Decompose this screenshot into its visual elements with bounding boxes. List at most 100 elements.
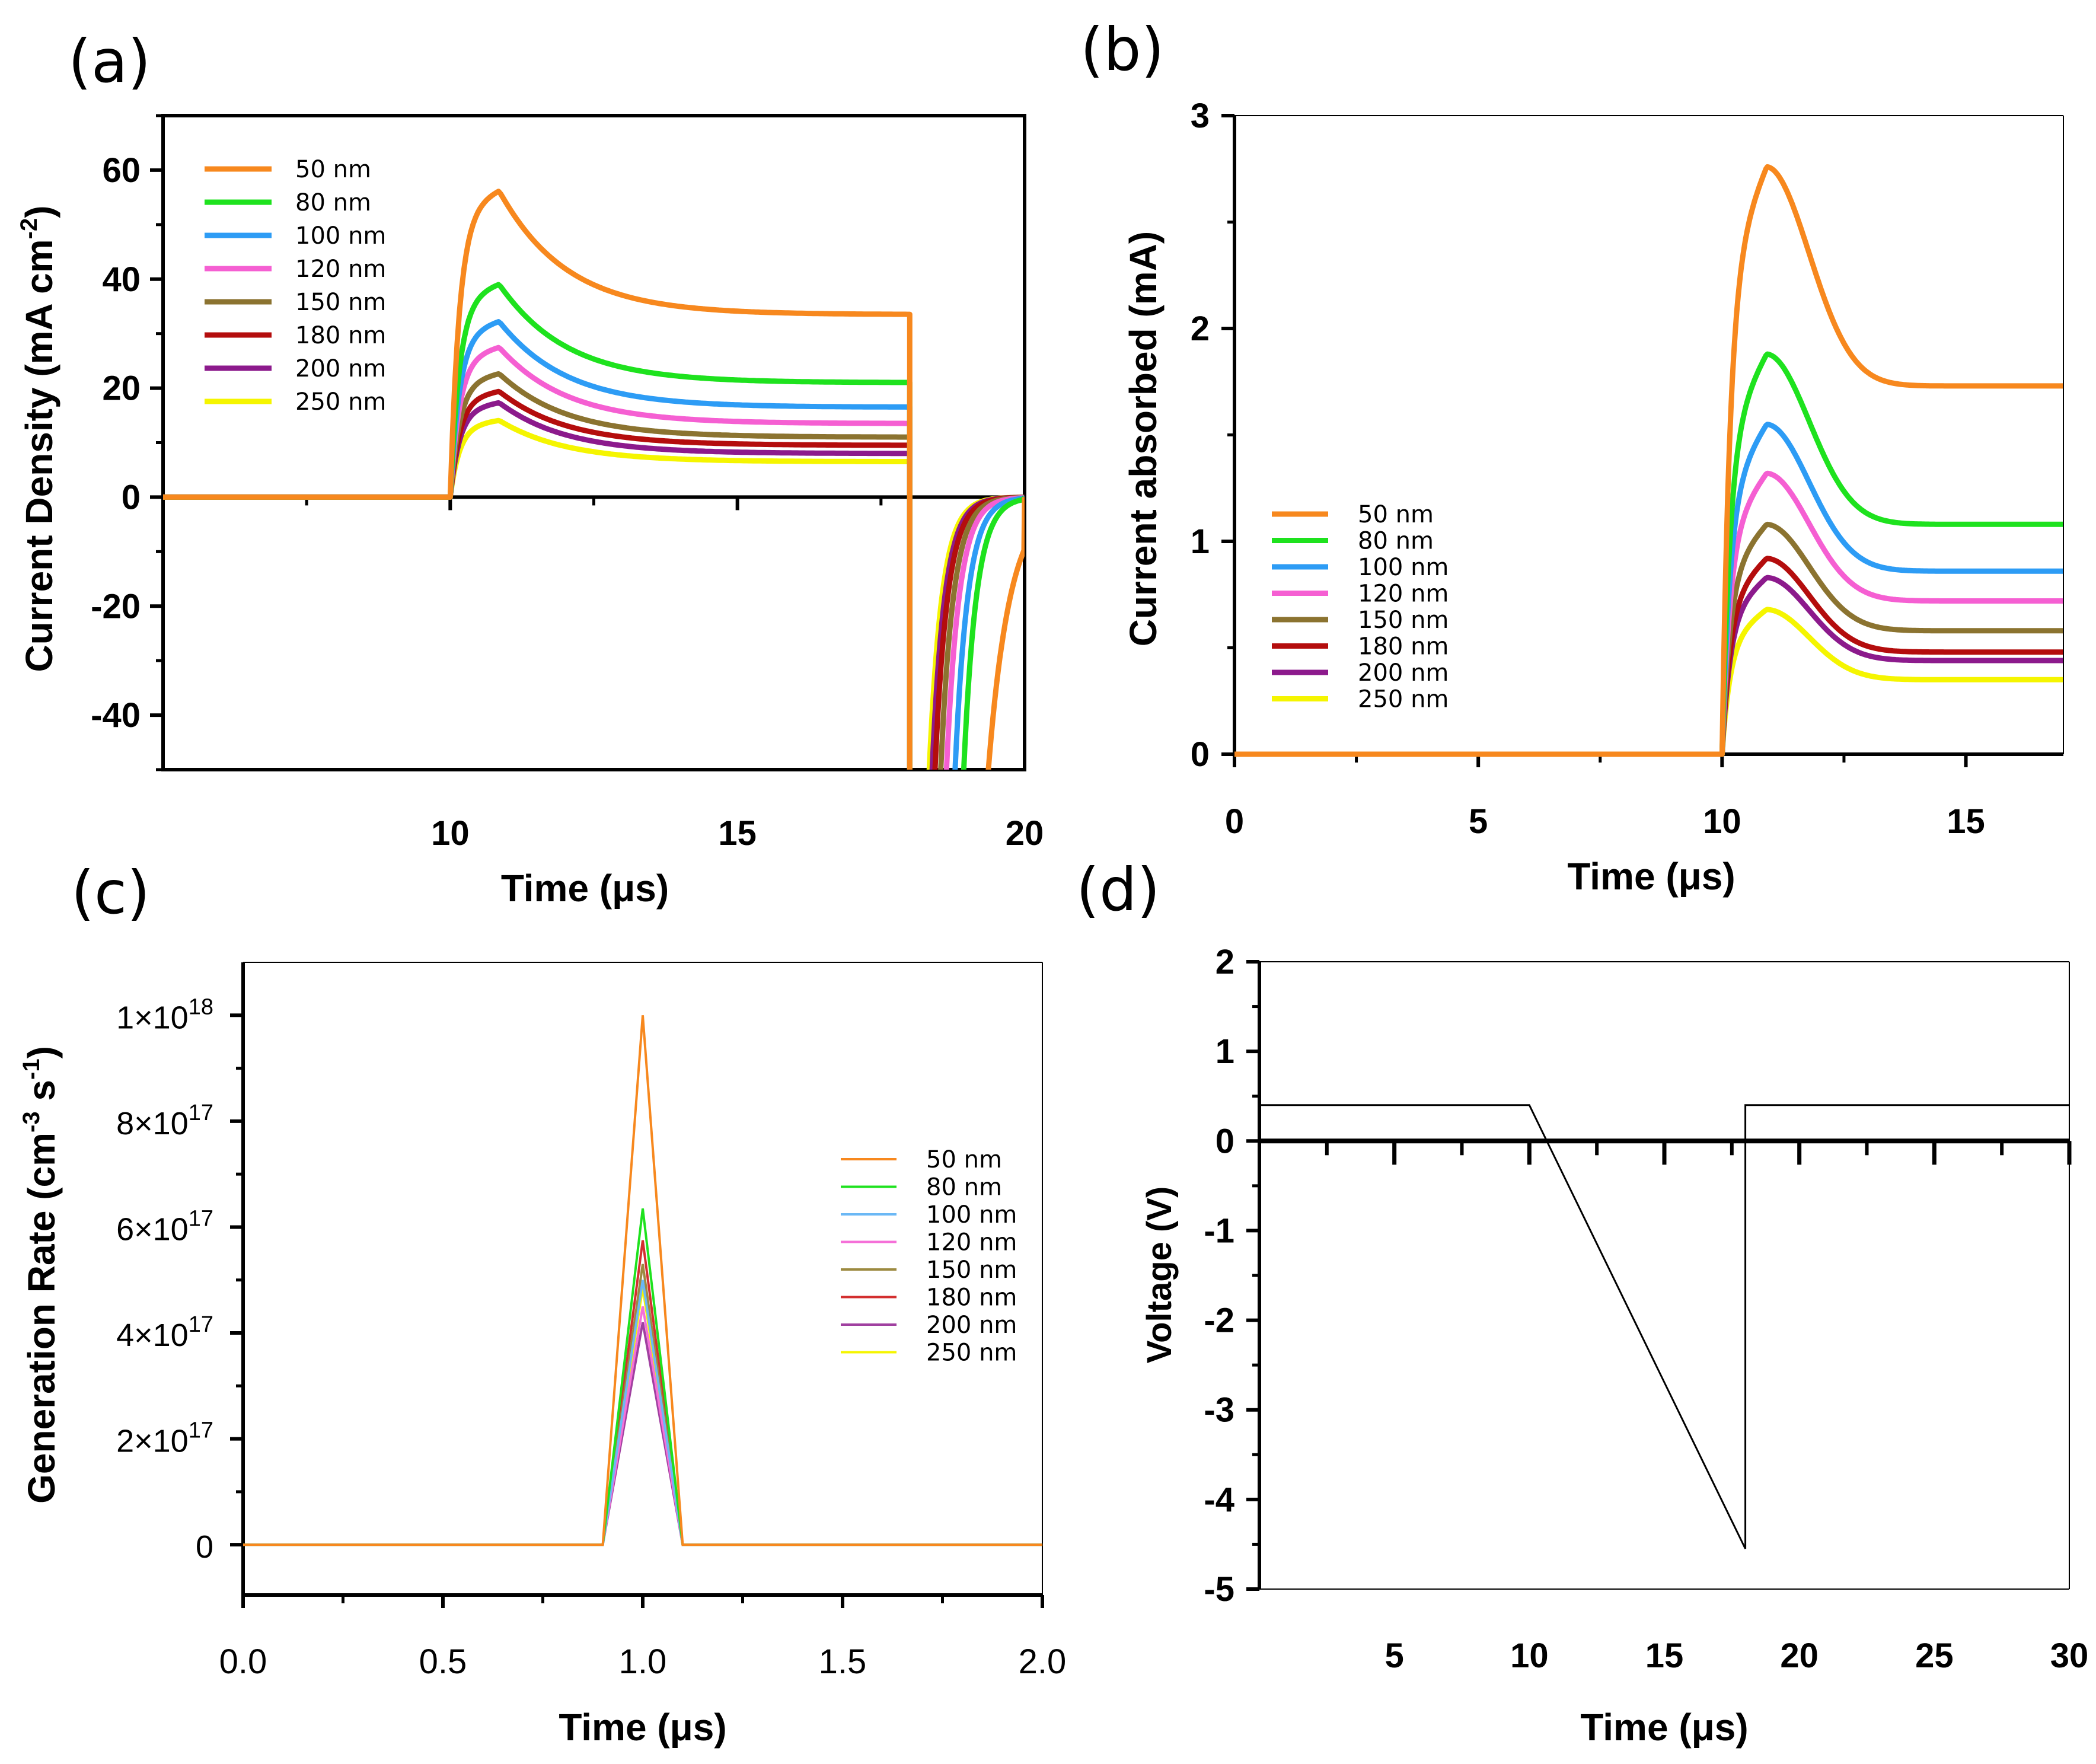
y-tick-label: 4×1017: [116, 1312, 213, 1353]
panel-b-label: (b): [1080, 15, 1165, 84]
series-line-b: [1234, 164, 2065, 757]
series-line-a: [163, 388, 1025, 770]
panel-c: (c) 0 2×1017 4×1017 6×1017 8×1017 1×1018 0.0 0.5…: [18, 858, 1066, 1749]
panel-c-ylabel: Generation Rate (cm-3 s-1): [18, 1046, 63, 1504]
x-tick-label: 20: [1006, 814, 1044, 853]
panel-c-series: [243, 1015, 1042, 1546]
x-tick-label: 5: [1385, 1637, 1404, 1675]
series-line-c: [243, 1322, 1042, 1546]
y-tick-label: -3: [1204, 1391, 1234, 1430]
panel-b-xlabel: Time (μs): [1567, 855, 1735, 898]
panel-c-label: (c): [71, 858, 150, 927]
series-line-b: [1234, 556, 2065, 757]
series-line-c: [243, 1280, 1042, 1546]
y-tick-label: 3: [1191, 97, 1210, 135]
series-line-b: [1234, 470, 2065, 757]
y-tick-label: 6×1017: [116, 1206, 213, 1247]
series-line-b: [1234, 351, 2065, 757]
x-tick-label: 0.5: [419, 1642, 467, 1681]
legend-label-c: 100 nm: [926, 1201, 1017, 1229]
x-tick-label: 0.0: [219, 1642, 267, 1681]
y-tick-label: 60: [102, 151, 141, 190]
legend-label-c: 150 nm: [926, 1256, 1017, 1284]
series-line-a: [163, 282, 1025, 770]
y-tick-label: -2: [1204, 1302, 1234, 1340]
series-line-a: [163, 189, 1025, 770]
x-tick-label: 25: [1915, 1637, 1954, 1675]
legend-label-b: 120 nm: [1358, 580, 1449, 608]
panel-c-xlabel: Time (μs): [559, 1706, 726, 1749]
legend-label-a: 80 nm: [295, 189, 371, 216]
series-line-c: [243, 1208, 1042, 1546]
y-tick-label: 1: [1191, 522, 1210, 561]
legend-label-a: 50 nm: [295, 156, 371, 183]
panel-b: (b) 0 1 2 3 0 5 10 15 Time (μs) Current absorbed (…: [1080, 15, 2065, 898]
series-line-c: [243, 1264, 1042, 1546]
legend-label-c: 50 nm: [926, 1146, 1002, 1173]
legend-label-b: 180 nm: [1358, 633, 1449, 661]
series-line-a: [163, 371, 1025, 770]
y-tick-label: 8×1017: [116, 1100, 213, 1141]
y-tick-label: -20: [91, 587, 141, 626]
series-line-b: [1234, 575, 2065, 757]
series-line-b: [1234, 521, 2065, 757]
x-tick-label: 10: [1510, 1637, 1549, 1675]
y-tick-label: 1: [1216, 1032, 1234, 1071]
x-tick-label: 2.0: [1019, 1642, 1067, 1681]
x-tick-label: 15: [1947, 802, 1985, 841]
series-line-b: [1234, 422, 2065, 757]
legend-label-c: 80 nm: [926, 1174, 1002, 1201]
series-line-a: [163, 417, 1025, 770]
x-tick-label: 10: [431, 814, 470, 853]
legend-label-c: 180 nm: [926, 1284, 1017, 1312]
series-line-a: [163, 344, 1025, 770]
legend-label-a: 100 nm: [295, 222, 386, 250]
panel-a: (a) -40 -20 0 20 40 60 10 15 20 Time (μs) Current D…: [16, 27, 1044, 910]
series-line-a: [163, 319, 1025, 770]
legend-label-b: 80 nm: [1358, 528, 1434, 555]
panel-a-series: [163, 189, 1025, 770]
legend-label-a: 250 nm: [295, 388, 386, 416]
x-tick-label: 0: [1225, 802, 1244, 841]
panel-a-ylabel: Current Density (mA cm-2): [16, 205, 60, 672]
legend-label-b: 250 nm: [1358, 686, 1449, 713]
y-tick-label: -4: [1204, 1481, 1234, 1519]
legend-label-c: 200 nm: [926, 1312, 1017, 1339]
series-line-b: [1234, 607, 2065, 757]
series-line-c: [243, 1015, 1042, 1546]
y-tick-label: 2×1017: [116, 1418, 213, 1459]
x-tick-label: 20: [1780, 1637, 1819, 1675]
y-tick-label: 0: [1216, 1122, 1234, 1160]
legend-label-b: 100 nm: [1358, 554, 1449, 581]
panel-a-label: (a): [68, 27, 151, 96]
panel-a-xlabel: Time (μs): [501, 867, 669, 910]
panel-b-series: [1234, 164, 2065, 757]
panel-d-ylabel: Voltage (V): [1140, 1186, 1179, 1364]
y-tick-label: 20: [102, 369, 141, 408]
x-tick-label: 10: [1703, 802, 1741, 841]
legend-label-a: 180 nm: [295, 322, 386, 349]
legend-label-b: 200 nm: [1358, 659, 1449, 687]
y-tick-label: 1×1018: [116, 994, 213, 1035]
legend-label-a: 120 nm: [295, 256, 386, 283]
y-tick-label: -1: [1204, 1211, 1234, 1250]
legend-label-b: 50 nm: [1358, 501, 1434, 528]
x-tick-label: 15: [718, 814, 757, 853]
legend-label-a: 150 nm: [295, 289, 386, 316]
legend-label-c: 250 nm: [926, 1339, 1017, 1367]
y-tick-label: 0: [122, 478, 141, 516]
y-tick-label: 0: [196, 1529, 213, 1565]
legend-label-b: 150 nm: [1358, 607, 1449, 634]
y-tick-label: 0: [1191, 735, 1210, 774]
series-line-c: [243, 1306, 1042, 1546]
panel-d-xlabel: Time (μs): [1580, 1706, 1748, 1749]
y-tick-label: -40: [91, 696, 141, 735]
x-tick-label: 15: [1645, 1637, 1684, 1675]
x-tick-label: 1.0: [619, 1642, 667, 1681]
series-line-a: [163, 400, 1025, 770]
y-tick-label: 40: [102, 260, 141, 299]
panel-d-label: (d): [1076, 855, 1160, 924]
x-tick-label: 5: [1469, 802, 1488, 841]
